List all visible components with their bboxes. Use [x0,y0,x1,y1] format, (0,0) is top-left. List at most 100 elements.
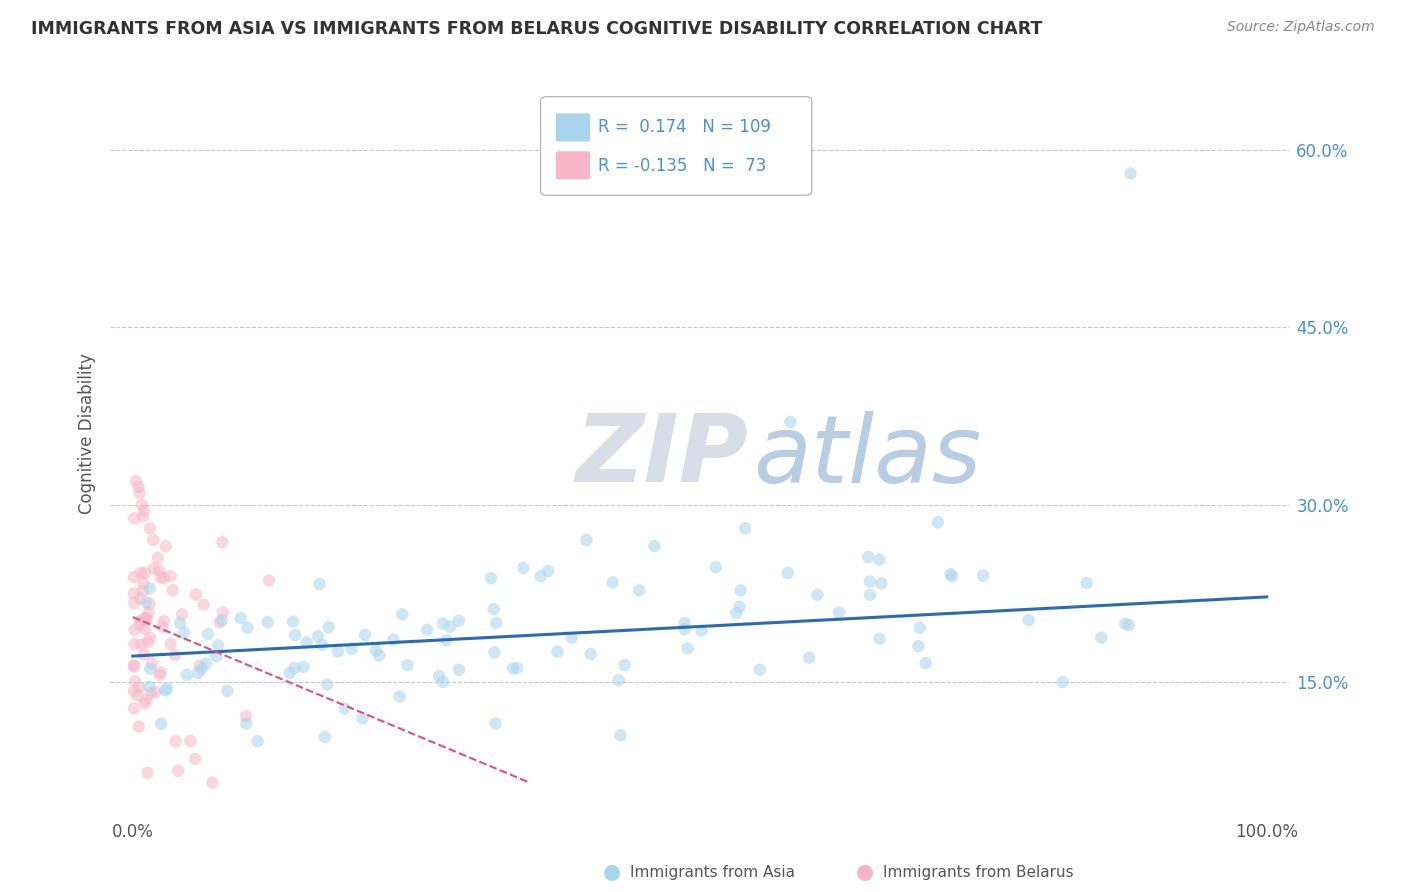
Point [122,701,145,715]
Point [609,728,631,742]
Point [229,611,252,625]
Point [139,521,162,535]
Point [184,752,207,766]
Text: ZIP: ZIP [576,410,749,502]
Point [1076,576,1098,591]
Point [187,666,209,681]
Point [134,566,156,580]
Text: Immigrants from Asia: Immigrants from Asia [630,865,794,880]
Point [162,582,184,597]
Point [396,658,419,673]
Point [797,650,820,665]
Point [197,627,219,641]
Point [295,635,318,649]
Point [1119,166,1142,180]
Point [311,638,333,652]
Point [283,661,305,675]
Point [207,638,229,652]
Point [907,639,929,653]
Point [129,614,152,628]
Point [173,626,195,640]
Point [806,588,828,602]
Point [479,571,502,585]
Point [211,613,233,627]
Point [134,622,156,636]
Point [122,596,145,610]
Text: R = -0.135   N =  73: R = -0.135 N = 73 [599,157,766,175]
Point [256,615,278,629]
Point [368,648,391,663]
Point [447,663,470,677]
Point [148,668,170,682]
Point [1090,631,1112,645]
Point [908,621,931,635]
Point [138,597,160,611]
Point [1114,616,1136,631]
Point [122,586,145,600]
Point [859,588,882,602]
Point [129,638,152,652]
Point [546,645,568,659]
Point [416,623,439,637]
Point [179,734,201,748]
Point [150,716,173,731]
Point [148,563,170,577]
Point [391,607,413,622]
Point [939,567,962,582]
Point [132,576,155,591]
Point [388,690,411,704]
Point [382,632,405,647]
Point [728,599,751,614]
Point [485,716,508,731]
Point [340,641,363,656]
Point [676,641,699,656]
Point [141,657,163,671]
Y-axis label: Cognitive Disability: Cognitive Disability [79,353,96,514]
Point [208,615,231,630]
Point [307,629,329,643]
Point [211,606,233,620]
Point [127,689,149,703]
Point [152,614,174,628]
Point [308,577,330,591]
Point [484,645,506,659]
Point [530,569,553,583]
Point [1118,618,1140,632]
Point [482,602,505,616]
Text: R =  0.174   N = 109: R = 0.174 N = 109 [599,118,772,136]
Point [155,539,177,553]
Point [246,734,269,748]
Point [122,511,145,525]
Point [128,617,150,632]
Point [704,560,727,574]
Point [427,669,450,683]
Point [167,764,190,778]
Point [602,575,624,590]
Point [128,480,150,494]
Point [149,570,172,584]
Text: Source: ZipAtlas.com: Source: ZipAtlas.com [1227,20,1375,34]
Point [439,620,461,634]
Point [139,662,162,676]
Point [972,568,994,582]
Point [628,583,651,598]
Point [284,628,307,642]
Point [145,685,167,699]
Point [725,606,748,620]
Point [163,648,186,662]
Text: Immigrants from Belarus: Immigrants from Belarus [883,865,1074,880]
Text: IMMIGRANTS FROM ASIA VS IMMIGRANTS FROM BELARUS COGNITIVE DISABILITY CORRELATION: IMMIGRANTS FROM ASIA VS IMMIGRANTS FROM … [31,20,1042,37]
Point [142,561,165,575]
Point [858,550,880,565]
Point [132,648,155,662]
Point [283,615,305,629]
Point [333,701,356,715]
Point [135,611,157,625]
Point [914,656,936,670]
Point [135,693,157,707]
Point [193,598,215,612]
Point [579,647,602,661]
Point [124,637,146,651]
Point [152,620,174,634]
Point [318,620,340,634]
